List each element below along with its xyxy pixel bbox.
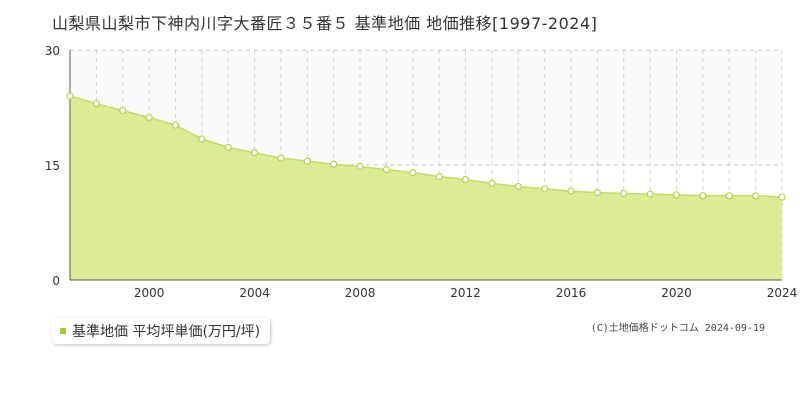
data-point <box>250 149 259 157</box>
data-point <box>725 192 733 200</box>
data-point <box>145 113 153 122</box>
data-point <box>409 169 417 177</box>
y-tick-label: 30 <box>45 44 60 58</box>
x-tick-label: 2012 <box>450 286 481 300</box>
data-point <box>699 192 707 200</box>
data-point <box>778 193 786 201</box>
chart-title: 山梨県山梨市下神内川字大番匠３５番５ 基準地価 地価推移[1997-2024] <box>52 14 598 33</box>
data-point <box>382 166 391 174</box>
x-tick-label: 2024 <box>767 286 798 300</box>
y-tick-label: 0 <box>52 274 60 288</box>
legend-marker <box>60 328 66 334</box>
data-point <box>66 92 74 100</box>
data-point <box>514 182 522 191</box>
x-tick-label: 2000 <box>134 286 165 300</box>
y-tick-label: 15 <box>45 159 60 173</box>
data-point <box>567 187 575 195</box>
data-point <box>620 189 628 197</box>
data-point <box>198 135 206 143</box>
legend: 基準地価 平均坪単価(万円/坪) <box>52 318 271 344</box>
data-point <box>593 189 602 197</box>
data-point <box>277 154 285 162</box>
copyright-credit: (C)土地価格ドットコム 2024-09-19 <box>590 323 765 334</box>
x-tick-label: 2016 <box>556 286 587 300</box>
data-point <box>171 121 180 129</box>
data-point <box>541 185 549 193</box>
series-line <box>69 95 783 198</box>
data-point <box>488 179 496 187</box>
x-tick-label: 2020 <box>661 286 692 300</box>
data-point <box>224 143 232 151</box>
data-point <box>330 160 338 168</box>
data-point <box>672 191 681 199</box>
series-area <box>70 96 782 280</box>
data-point <box>461 175 470 184</box>
data-point <box>646 190 654 198</box>
x-tick-label: 2008 <box>345 286 376 300</box>
data-point <box>119 106 127 115</box>
data-point <box>356 162 364 171</box>
legend-label: 基準地価 平均坪単価(万円/坪) <box>72 324 261 340</box>
data-point <box>92 100 100 108</box>
data-point <box>303 157 311 165</box>
data-point <box>435 172 443 181</box>
data-point <box>752 192 760 200</box>
land-price-chart: 0 15 30 2000 2004 2008 2012 2016 2020 2024 <box>45 44 798 300</box>
x-tick-label: 2004 <box>239 286 270 300</box>
